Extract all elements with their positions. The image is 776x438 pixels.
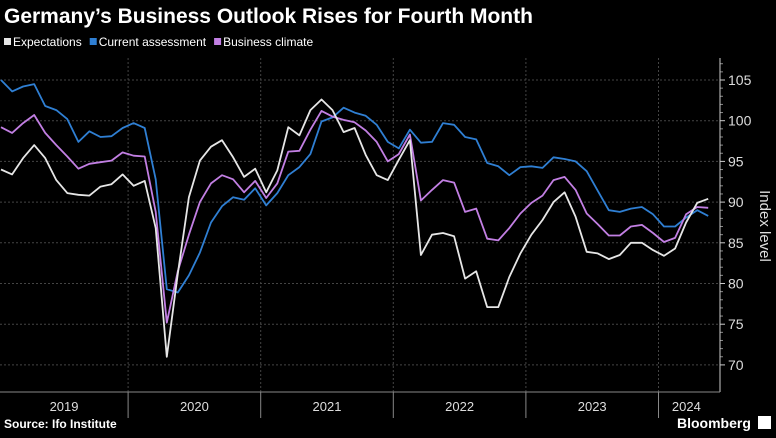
y-tick-label: 100 bbox=[728, 113, 752, 129]
series-line-expectations bbox=[0, 98, 709, 358]
legend-label: Expectations bbox=[13, 35, 82, 49]
x-axis: 2019 2020 2021 2022 2023 2024 bbox=[0, 391, 720, 418]
y-tick-label: 105 bbox=[728, 72, 752, 88]
y-tick-label: 90 bbox=[728, 194, 744, 210]
y-tick-label: 95 bbox=[728, 153, 744, 169]
bloomberg-logo-icon bbox=[758, 416, 771, 429]
y-tick-label: 85 bbox=[728, 235, 744, 251]
legend-swatch bbox=[214, 38, 222, 45]
series-lines bbox=[0, 79, 709, 358]
series-line-business-climate bbox=[0, 110, 709, 324]
gridlines bbox=[0, 58, 720, 392]
chart-title: Germany’s Business Outlook Rises for Fou… bbox=[4, 5, 533, 28]
series-line-current-assessment bbox=[0, 79, 709, 294]
legend-swatch bbox=[4, 38, 11, 45]
y-axis: 70 75 80 85 90 95 100 105 bbox=[719, 58, 752, 392]
y-tick-label: 80 bbox=[728, 276, 744, 292]
x-tick-label: 2022 bbox=[445, 399, 474, 414]
legend: Expectations Current assessment Business c… bbox=[4, 35, 313, 49]
y-axis-label: Index level bbox=[756, 190, 773, 262]
legend-label: Current assessment bbox=[99, 35, 207, 49]
x-tick-label: 2024 bbox=[672, 399, 701, 414]
x-tick-label: 2023 bbox=[578, 399, 607, 414]
x-tick-label: 2019 bbox=[50, 399, 79, 414]
x-tick-label: 2021 bbox=[313, 399, 342, 414]
legend-swatch bbox=[89, 38, 97, 45]
legend-label: Business climate bbox=[223, 35, 313, 49]
y-tick-label: 70 bbox=[728, 357, 744, 373]
bloomberg-logo: Bloomberg bbox=[677, 415, 751, 431]
x-tick-label: 2020 bbox=[180, 399, 209, 414]
y-tick-label: 75 bbox=[728, 316, 744, 332]
source-note: Source: Ifo Institute bbox=[4, 417, 117, 431]
